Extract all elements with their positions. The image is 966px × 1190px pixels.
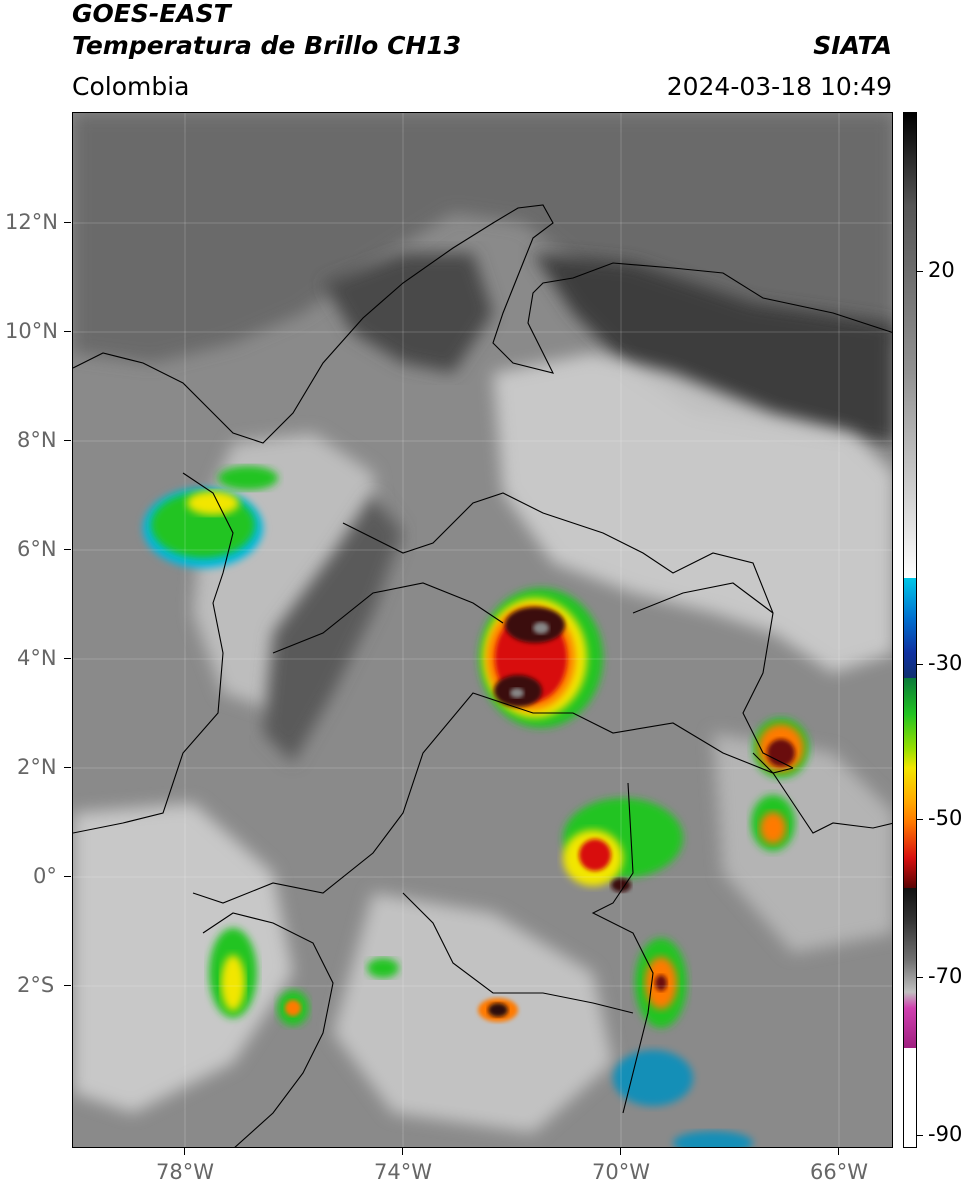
colorbar-tick-mark (917, 664, 923, 665)
lat-label-12n: 12°N (5, 210, 58, 234)
lat-tick-mark (64, 440, 71, 441)
convective-cell-ecuador (209, 928, 309, 1026)
temperature-colorbar (903, 112, 917, 1148)
colorbar-tick-mark (917, 977, 923, 978)
cold-patch-south (613, 1050, 693, 1106)
lat-tick-mark (64, 658, 71, 659)
colorbar-tick-mark (917, 1135, 923, 1136)
colorbar-warm-segment (904, 768, 916, 888)
cloud-mass-south (333, 893, 613, 1133)
satellite-map[interactable] (72, 112, 893, 1148)
lat-label-8n: 8°N (17, 428, 57, 452)
brightness-temperature-image (73, 113, 892, 1147)
brand-label: SIATA (813, 31, 892, 60)
lon-label-70w: 70°W (592, 1160, 650, 1184)
coastlines-and-borders (73, 204, 892, 1147)
colorbar-gray-segment (904, 113, 916, 578)
colorbar-label-neg70: -70 (928, 964, 963, 988)
lat-tick-mark (64, 985, 71, 986)
cold-patch-bottom (673, 1131, 753, 1147)
cloud-mass-east (493, 353, 892, 673)
lon-label-78w: 78°W (156, 1160, 214, 1184)
lat-label-0: 0° (33, 864, 57, 888)
lon-tick-mark (620, 1148, 621, 1155)
convective-cell-central (479, 588, 603, 728)
convective-cell-amazonas (635, 938, 687, 1028)
guajira-warm-area (323, 253, 493, 373)
lat-label-6n: 6°N (17, 537, 57, 561)
convective-cell-guainia (751, 718, 809, 851)
lon-label-66w: 66°W (810, 1160, 868, 1184)
andes-warm-band (263, 493, 403, 763)
colorbar-white-segment (904, 1048, 916, 1147)
lat-tick-mark (64, 222, 71, 223)
convective-cell-choco (143, 466, 278, 568)
lon-tick-mark (402, 1148, 403, 1155)
lat-tick-mark (64, 876, 71, 877)
product-title: Temperatura de Brillo CH13 (72, 31, 462, 60)
timestamp-label: 2024-03-18 10:49 (666, 72, 892, 101)
colorbar-blue-segment (904, 578, 916, 678)
lon-tick-mark (184, 1148, 185, 1155)
cloud-mass-southeast (713, 733, 892, 953)
colorbar-label-neg90: -90 (928, 1122, 963, 1146)
lon-label-74w: 74°W (374, 1160, 432, 1184)
cold-patch-small (367, 958, 399, 978)
region-label: Colombia (72, 72, 190, 101)
colorbar-label-neg50: -50 (928, 806, 963, 830)
colorbar-green-segment (904, 678, 916, 768)
colorbar-dark-segment (904, 888, 916, 1048)
convective-cell-vaupes (563, 798, 683, 892)
lat-label-10n: 10°N (5, 319, 58, 343)
satellite-title: GOES-EAST (72, 0, 231, 28)
lon-tick-mark (838, 1148, 839, 1155)
lat-label-2s: 2°S (17, 973, 55, 997)
convective-cell-putumayo (478, 998, 518, 1022)
cloud-mass-southwest (73, 803, 293, 1113)
lat-tick-mark (64, 549, 71, 550)
venezuela-warm-area (533, 253, 892, 443)
colorbar-tick-mark (917, 271, 923, 272)
colorbar-label-neg30: -30 (928, 651, 963, 675)
graticule (73, 113, 892, 1147)
lat-tick-mark (64, 331, 71, 332)
colorbar-tick-mark (917, 819, 923, 820)
lat-tick-mark (64, 767, 71, 768)
lat-label-4n: 4°N (17, 646, 57, 670)
colorbar-label-20: 20 (928, 258, 955, 282)
lat-label-2n: 2°N (17, 755, 57, 779)
